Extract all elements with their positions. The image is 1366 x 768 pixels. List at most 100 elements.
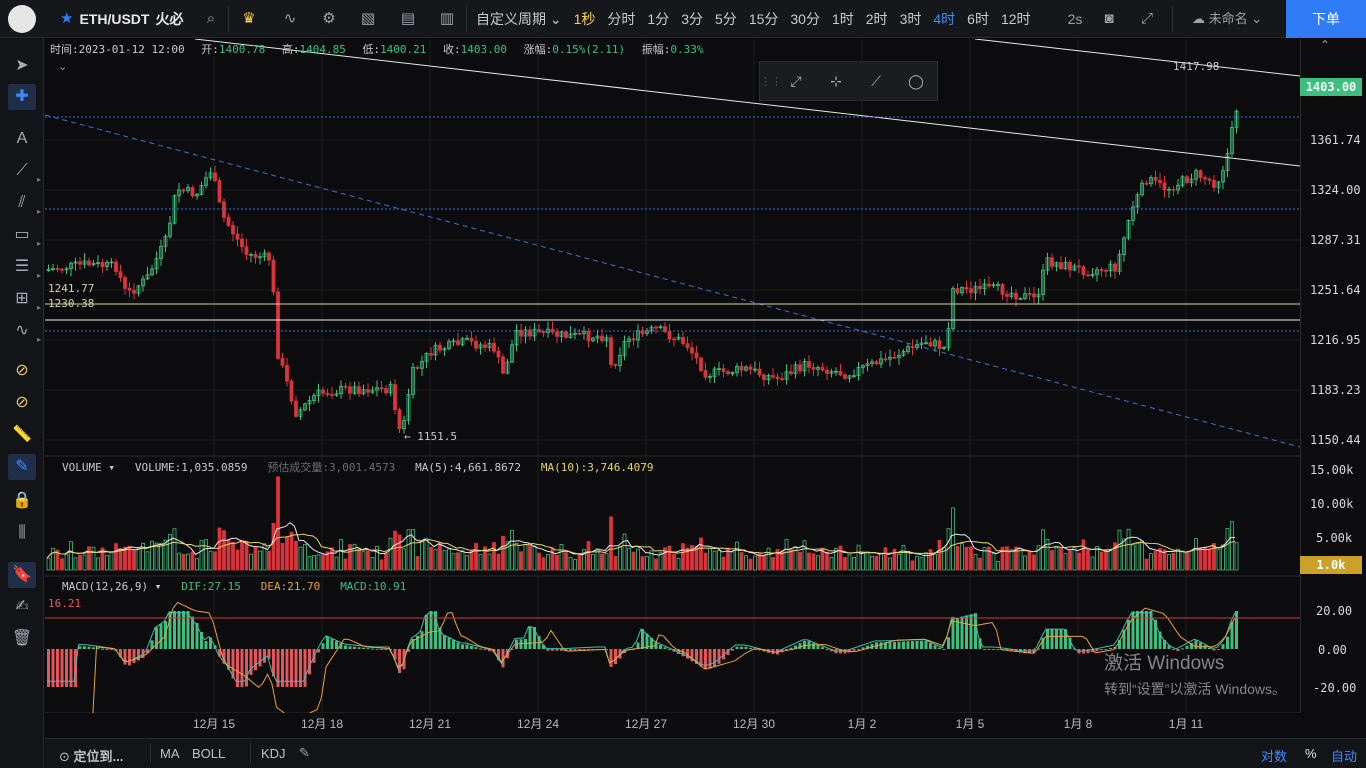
log-scale-toggle[interactable]: 对数	[1261, 749, 1288, 764]
refresh-interval[interactable]: 2s	[1067, 11, 1083, 27]
layout-icon[interactable]: ▥	[439, 10, 455, 27]
shape-tool-icon[interactable]: ▭ ▸	[14, 226, 41, 248]
candle-body	[762, 374, 766, 380]
custom-period-dropdown[interactable]: 自定义周期 ⌄	[476, 11, 562, 27]
macd-histogram-bar	[857, 649, 860, 650]
indicator-icon[interactable]: ∿	[283, 10, 297, 27]
strong-magnet-icon[interactable]: ⊘	[15, 394, 29, 411]
candle-body	[1063, 261, 1068, 270]
cursor-arrow-icon[interactable]: ➤	[15, 57, 29, 74]
volume-bar	[82, 554, 87, 571]
crown-icon[interactable]: ♛	[242, 10, 256, 27]
volume-bar	[1216, 549, 1221, 571]
price-axis[interactable]	[1300, 39, 1366, 713]
macd-histogram-bar	[933, 645, 937, 649]
candle-body	[649, 326, 654, 332]
layout-name-dropdown[interactable]: ☁ 未命名 ⌄	[1192, 11, 1263, 26]
period-timeline[interactable]: 分时	[607, 11, 636, 27]
template-icon[interactable]: ▤	[400, 10, 416, 27]
period-2h[interactable]: 2时	[865, 11, 888, 27]
magnet-icon[interactable]: ⊘	[15, 362, 29, 379]
candle-body	[757, 368, 762, 376]
percent-scale-toggle[interactable]: %	[1305, 746, 1317, 761]
period-30m[interactable]: 30分	[790, 11, 820, 27]
macd-histogram-bar	[416, 635, 419, 649]
period-4h[interactable]: 4时	[933, 11, 956, 27]
edit-indicators-icon[interactable]: ✎	[299, 745, 310, 760]
candle-body	[1027, 293, 1032, 295]
period-5m[interactable]: 5分	[715, 11, 737, 27]
trash-icon[interactable]: 🗑	[11, 630, 33, 647]
ma-indicator-button[interactable]: MA	[160, 746, 180, 761]
candle-body	[672, 338, 676, 341]
macd-histogram-bar	[470, 645, 473, 649]
collapse-chevron-icon[interactable]: ⌄	[58, 61, 68, 73]
candle-body	[928, 342, 933, 347]
volume-bar	[987, 546, 991, 571]
period-6h[interactable]: 6时	[967, 11, 989, 27]
crosshair-icon[interactable]: ✚	[8, 84, 36, 110]
boll-indicator-button[interactable]: BOLL	[192, 746, 226, 761]
search-icon[interactable]: ⌕	[206, 10, 216, 27]
macd-histogram-bar	[123, 649, 127, 665]
horizontal-line-tool-icon[interactable]: ⊹	[830, 72, 842, 89]
axis-collapse-icon[interactable]: ⌃	[1320, 38, 1331, 52]
favorite-star-icon[interactable]: ★	[60, 10, 74, 27]
text-tool-icon[interactable]: A	[16, 130, 28, 147]
macd-histogram-bar	[1230, 621, 1234, 649]
drag-handle-icon[interactable]: ⋮⋮	[760, 75, 782, 88]
volume-bar	[1194, 538, 1198, 571]
period-1s[interactable]: 1秒	[573, 11, 596, 27]
chart-type-icon[interactable]: ▧	[360, 10, 376, 27]
volume-bar	[1234, 542, 1239, 571]
macd-histogram-bar	[411, 638, 415, 649]
locate-button[interactable]: ⊙ 定位到...	[59, 749, 124, 764]
pattern-tool-icon[interactable]: ∿ ▸	[15, 322, 41, 344]
edit-list-icon[interactable]: ✍	[15, 598, 29, 615]
grid-tool-icon[interactable]: ⊞ ▸	[15, 290, 41, 312]
volume-bar	[753, 555, 757, 571]
period-12h[interactable]: 12时	[1000, 11, 1031, 27]
candle-body	[843, 374, 847, 379]
macd-histogram-bar	[96, 648, 100, 650]
circle-tool-icon[interactable]: ◯	[908, 72, 924, 89]
period-1m[interactable]: 1分	[647, 11, 670, 27]
pen-draw-icon[interactable]: ✎	[8, 454, 36, 480]
ray-tool-icon[interactable]: ⤢	[790, 72, 802, 89]
settings-gear-icon[interactable]: ⚙	[322, 10, 336, 27]
lock-icon[interactable]: 🔒	[12, 492, 32, 509]
channel-tool-icon[interactable]: ⫽ ▸	[18, 194, 41, 216]
segment-tool-icon[interactable]: ⟋	[871, 72, 881, 89]
fibonacci-tool-icon[interactable]: ☰ ▸	[14, 258, 41, 280]
macd-histogram-bar	[384, 649, 388, 650]
ruler-icon[interactable]: 📏	[12, 426, 32, 443]
volume-bar	[447, 548, 451, 571]
macd-histogram-bar	[902, 641, 905, 649]
symbol-selector[interactable]: ★ ETH/USDT 火必	[60, 0, 183, 38]
candle-body	[91, 262, 96, 266]
period-1h[interactable]: 1时	[831, 11, 854, 27]
trendline-tool-icon[interactable]: ⟋ ▸	[16, 162, 41, 184]
candle-body	[919, 342, 924, 345]
hide-drawings-icon[interactable]: ⫼	[18, 524, 26, 541]
volume-bar	[433, 548, 438, 571]
bookmark-icon[interactable]: 🔖	[8, 562, 36, 588]
candle-body	[892, 356, 897, 359]
candle-body	[307, 400, 312, 405]
period-3m[interactable]: 3分	[681, 11, 704, 27]
fullscreen-icon[interactable]: ⤢	[1140, 10, 1153, 27]
volume-bar	[235, 549, 240, 571]
period-3h[interactable]: 3时	[899, 11, 922, 27]
macd-histogram-bar	[465, 644, 469, 649]
auto-scale-toggle[interactable]: 自动	[1331, 749, 1358, 764]
candle-body	[496, 350, 501, 358]
candle-body	[460, 338, 465, 345]
camera-icon[interactable]: ◙	[1104, 10, 1114, 27]
candlestick-chart[interactable]	[45, 39, 1300, 713]
volume-bar	[177, 552, 181, 571]
kdj-indicator-button[interactable]: KDJ	[261, 746, 286, 761]
place-order-button[interactable]: 下单	[1286, 0, 1366, 38]
volume-bar	[816, 555, 820, 571]
period-15m[interactable]: 15分	[748, 11, 779, 27]
macd-histogram-bar	[258, 649, 262, 667]
